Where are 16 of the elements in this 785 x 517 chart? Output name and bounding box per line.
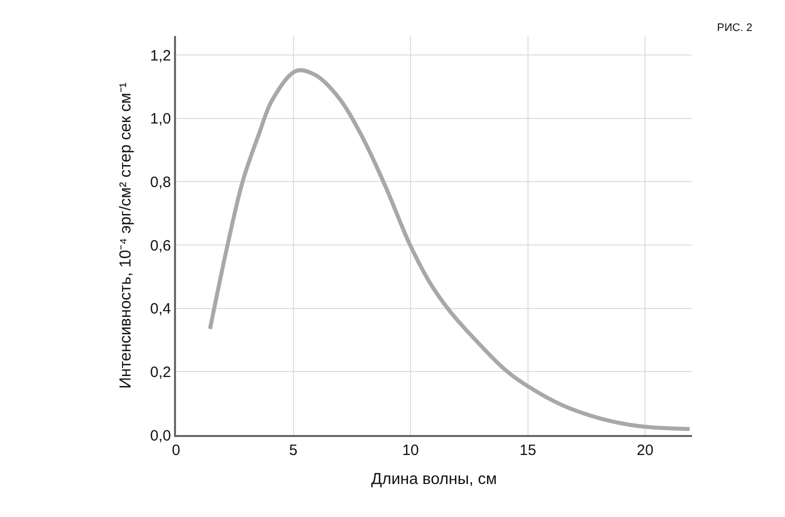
y-tick-label: 1,0 (150, 110, 171, 128)
text: РИС. 2 (717, 22, 752, 34)
y-axis-title: Интенсивность, 10⁻⁴ эрг/см² стер сек см⁻¹ (118, 82, 135, 389)
x-tick-label: 15 (519, 442, 536, 459)
y-tick-label: 1,2 (150, 47, 171, 64)
y-tick-label: 0,6 (150, 237, 171, 254)
x-tick-label: 5 (289, 442, 298, 459)
x-tick-label: 10 (402, 442, 419, 459)
y-tick-label: 0,8 (150, 174, 171, 191)
x-tick-label: 0 (172, 442, 180, 459)
line-series (208, 68, 692, 431)
y-tick-label: 0,4 (150, 300, 171, 318)
x-tick-label: 20 (636, 442, 654, 459)
y-tick-label: 0,0 (150, 427, 171, 444)
x-axis-title: Длина волны, см (371, 471, 497, 488)
y-tick-label: 0,2 (150, 364, 171, 381)
